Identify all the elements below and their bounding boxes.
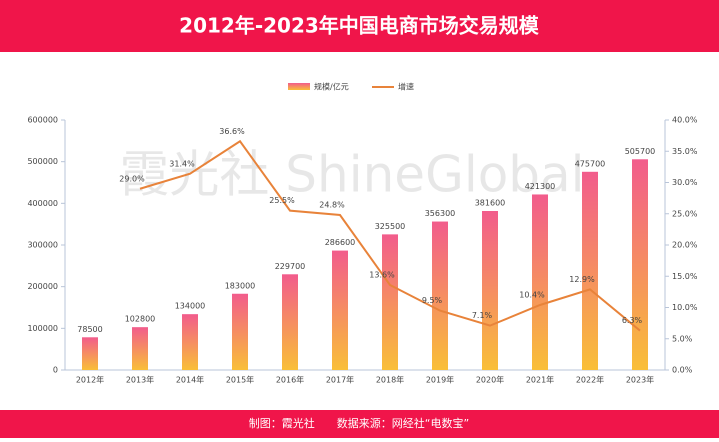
y2-tick-label: 5.0% — [672, 334, 693, 343]
bar — [82, 337, 98, 370]
x-tick-label: 2017年 — [326, 375, 354, 385]
bar — [482, 211, 498, 370]
bar-value-label: 475700 — [575, 159, 606, 168]
y-tick-label: 100000 — [27, 324, 58, 333]
y2-tick-label: 20.0% — [672, 241, 698, 250]
line-value-label: 10.4% — [519, 291, 545, 300]
x-tick-label: 2012年 — [76, 375, 104, 385]
line-value-label: 29.0% — [119, 174, 145, 183]
footer-band — [0, 410, 719, 438]
x-tick-label: 2023年 — [626, 375, 654, 385]
y2-tick-label: 15.0% — [672, 272, 698, 281]
y2-tick-label: 30.0% — [672, 178, 698, 187]
x-tick-label: 2021年 — [526, 375, 554, 385]
y-tick-label: 200000 — [27, 282, 58, 291]
bar — [582, 171, 598, 370]
bar — [132, 327, 148, 370]
line-value-label: 13.6% — [369, 271, 395, 280]
bar-value-label: 229700 — [275, 262, 306, 271]
bar — [632, 159, 648, 370]
x-tick-label: 2019年 — [426, 375, 454, 385]
footer: 制图：霞光社 数据来源：网经社“电数宝” — [249, 416, 469, 430]
bar — [432, 221, 448, 370]
chart-title: 2012年-2023年中国电商市场交易规模 — [179, 14, 540, 38]
line-value-label: 6.3% — [622, 316, 643, 325]
bar — [182, 314, 198, 370]
y2-tick-label: 0.0% — [672, 366, 693, 375]
line-value-label: 36.6% — [219, 127, 245, 136]
bar-value-label: 102800 — [125, 315, 156, 324]
bar-value-label: 356300 — [425, 209, 456, 218]
y-tick-label: 500000 — [27, 157, 58, 166]
x-tick-label: 2015年 — [226, 375, 254, 385]
y-tick-label: 0 — [53, 366, 58, 375]
line-value-label: 31.4% — [169, 159, 195, 168]
line-value-label: 25.5% — [269, 196, 295, 205]
x-tick-label: 2014年 — [176, 375, 204, 385]
y2-tick-label: 35.0% — [672, 147, 698, 156]
bar-value-label: 134000 — [175, 302, 206, 311]
y-tick-label: 400000 — [27, 199, 58, 208]
header-band — [0, 0, 719, 52]
bar-value-label: 421300 — [525, 182, 556, 191]
x-tick-label: 2013年 — [126, 375, 154, 385]
y-tick-label: 300000 — [27, 241, 58, 250]
y-tick-label: 600000 — [27, 116, 58, 125]
line-value-label: 9.5% — [422, 296, 443, 305]
growth-line — [139, 139, 641, 332]
x-tick-label: 2018年 — [376, 375, 404, 385]
legend-swatch — [288, 83, 310, 90]
bar-value-label: 183000 — [225, 281, 256, 290]
y2-tick-label: 40.0% — [672, 116, 698, 125]
line-value-label: 7.1% — [472, 311, 493, 320]
bar — [382, 234, 398, 370]
y2-tick-label: 25.0% — [672, 209, 698, 218]
legend-label: 规模/亿元 — [314, 82, 349, 92]
x-tick-label: 2016年 — [276, 375, 304, 385]
bar-value-label: 381600 — [475, 199, 506, 208]
watermark: 霞光社 ShineGlobal — [119, 146, 584, 204]
bar — [232, 293, 248, 370]
line-value-label: 12.9% — [569, 275, 595, 284]
y2-tick-label: 10.0% — [672, 303, 698, 312]
legend-label: 增速 — [398, 82, 414, 92]
bar — [282, 274, 298, 370]
x-tick-label: 2020年 — [476, 375, 504, 385]
bar-value-label: 505700 — [625, 147, 656, 156]
line-value-label: 24.8% — [319, 201, 345, 210]
bar — [532, 194, 548, 370]
x-tick-label: 2022年 — [576, 375, 604, 385]
bar — [332, 250, 348, 370]
bar-value-label: 78500 — [77, 325, 102, 334]
bar-value-label: 325500 — [375, 222, 406, 231]
bar-value-label: 286600 — [325, 238, 356, 247]
